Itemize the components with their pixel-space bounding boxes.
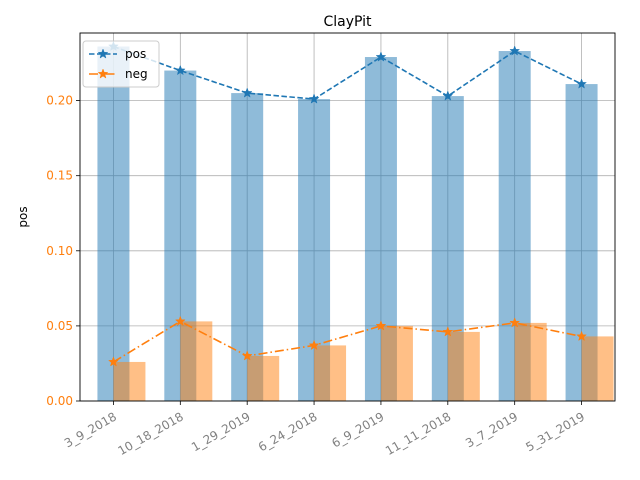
y-ticks: 0.00 0.05 0.10 0.15 0.20	[46, 94, 80, 408]
point-neg	[308, 339, 320, 351]
point-pos	[241, 87, 253, 98]
point-pos	[576, 78, 587, 89]
bar-neg	[581, 336, 614, 401]
bar-neg	[380, 325, 413, 401]
axes	[79, 32, 616, 402]
point-neg	[174, 315, 186, 327]
point-neg	[375, 320, 387, 331]
bar-pos	[231, 93, 264, 401]
y-tick-label: 0.10	[46, 244, 73, 258]
legend-marker-neg	[97, 68, 109, 79]
point-neg	[108, 356, 119, 367]
point-pos	[442, 90, 454, 101]
bar-pos	[97, 46, 130, 401]
point-pos	[375, 51, 387, 62]
bars	[97, 46, 614, 402]
legend: pos neg	[82, 40, 160, 88]
legend-marker-pos	[97, 48, 109, 59]
y-axis-label: pos	[16, 206, 30, 227]
bar-neg	[514, 322, 547, 401]
line-pos	[113, 45, 582, 100]
bar-neg	[447, 331, 480, 401]
y-tick-label: 0.20	[46, 94, 73, 108]
y-tick-label: 0.15	[46, 169, 73, 183]
point-pos	[174, 64, 186, 76]
line-neg	[113, 320, 582, 363]
point-neg	[241, 350, 253, 361]
point-pos	[308, 93, 320, 104]
chart-title: ClayPit	[323, 14, 372, 30]
point-neg	[509, 317, 521, 328]
legend-label-neg: neg	[125, 67, 148, 81]
y-tick-label: 0.05	[46, 319, 73, 333]
bar-neg	[113, 361, 146, 401]
legend-label-pos: pos	[125, 47, 146, 61]
point-neg	[442, 326, 454, 337]
bar-neg	[180, 321, 213, 401]
point-pos	[509, 45, 521, 56]
bar-neg	[247, 355, 280, 401]
bar-neg	[314, 345, 347, 401]
axes-frame	[79, 32, 616, 402]
y-tick-label: 0.00	[46, 394, 73, 408]
point-neg	[576, 330, 587, 342]
